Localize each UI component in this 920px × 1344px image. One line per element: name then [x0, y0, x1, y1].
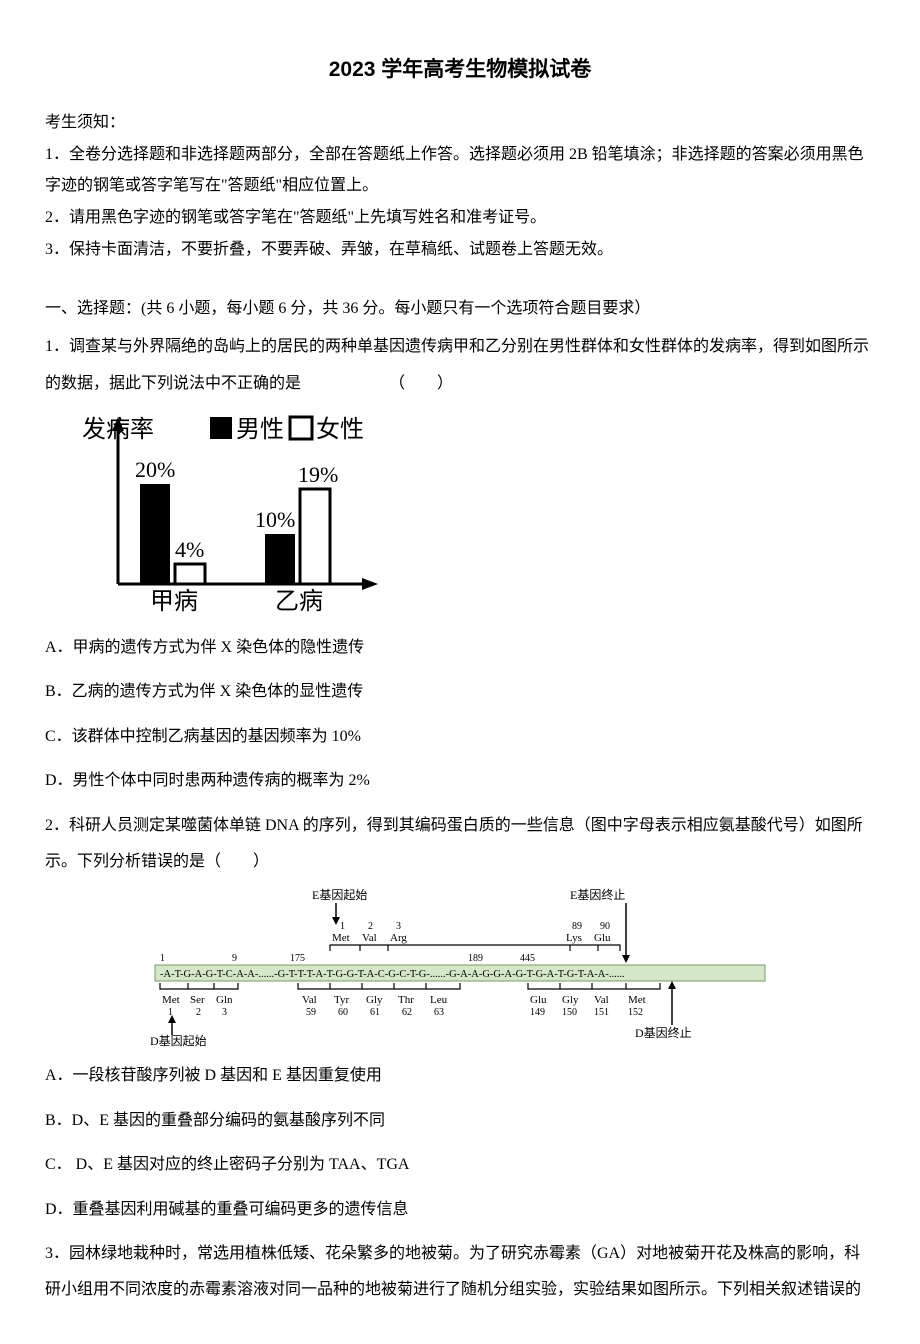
q2-d-start: D基因起始 [150, 1034, 207, 1047]
q2-seqnum: 445 [520, 953, 535, 964]
q2-e-aa: Glu [594, 932, 611, 944]
chart1-cat-label: 乙病 [275, 588, 323, 615]
chart1-legend-male: 男性 [236, 416, 284, 443]
q1-option-b: B．乙病的遗传方式为伴 X 染色体的显性遗传 [45, 677, 875, 707]
q2-d-aa: Gln [216, 994, 233, 1006]
chart1-ylabel: 发病率 [82, 416, 154, 443]
q2-e-end: E基因终止 [570, 887, 625, 902]
q2-d-num: 61 [370, 1007, 380, 1018]
chart1-legend-female: 女性 [316, 416, 364, 443]
q2-sequence: -A-T-G-A-G-T-C-A-A-......-G-T-T-T-A-T-G-… [160, 969, 625, 980]
q2-d-aa: Gly [366, 994, 383, 1006]
chart1-bar-label: 4% [175, 537, 204, 562]
q2-e-num: 90 [600, 921, 610, 932]
chart1-bar-label: 20% [135, 457, 175, 482]
q2-e-num: 1 [340, 921, 345, 932]
question-3: 3．园林绿地栽种时，常选用植株低矮、花朵繁多的地被菊。为了研究赤霉素（GA）对地… [45, 1239, 875, 1306]
q1-chart: 发病率 男性 女性 20% 4% 10% 19% 甲病 乙病 [80, 409, 400, 619]
chart1-bar-label: 19% [298, 462, 338, 487]
q3-text-line2: 研小组用不同浓度的赤霉素溶液对同一品种的地被菊进行了随机分组实验，实验结果如图所… [45, 1275, 875, 1305]
q2-e-num: 2 [368, 921, 373, 932]
q2-d-num: 62 [402, 1007, 412, 1018]
q1-chart-svg: 发病率 男性 女性 20% 4% 10% 19% 甲病 乙病 [80, 409, 400, 619]
section-header: 一、选择题：(共 6 小题，每小题 6 分，共 36 分。每小题只有一个选项符合… [45, 294, 875, 324]
q3-text-line1: 3．园林绿地栽种时，常选用植株低矮、花朵繁多的地被菊。为了研究赤霉素（GA）对地… [45, 1239, 875, 1269]
q2-d-aa: Met [162, 994, 180, 1006]
q1-option-c: C．该群体中控制乙病基因的基因频率为 10% [45, 722, 875, 752]
q2-chart: -A-T-G-A-G-T-C-A-A-......-G-T-T-T-A-T-G-… [150, 887, 770, 1047]
q2-d-end: D基因终止 [635, 1025, 692, 1040]
q2-d-num: 2 [196, 1007, 201, 1018]
q2-d-aa: Val [302, 994, 317, 1006]
q1-text-line2: 的数据，据此下列说法中不正确的是 （ ） [45, 369, 875, 399]
q2-d-num: 63 [434, 1007, 444, 1018]
q2-text-line2: 示。下列分析错误的是（ ） [45, 847, 875, 877]
q2-d-aa: Thr [398, 994, 414, 1006]
q2-option-c: C． D、E 基因对应的终止密码子分别为 TAA、TGA [45, 1150, 875, 1180]
q2-d-aa: Val [594, 994, 609, 1006]
q2-text-line1: 2．科研人员测定某噬菌体单链 DNA 的序列，得到其编码蛋白质的一些信息（图中字… [45, 811, 875, 841]
q2-e-aa: Val [362, 932, 377, 944]
q2-seqnum: 189 [468, 953, 483, 964]
q2-seqnum: 175 [290, 953, 305, 964]
q2-d-num: 59 [306, 1007, 316, 1018]
q2-e-num: 3 [396, 921, 401, 932]
exam-title: 2023 学年高考生物模拟试卷 [45, 50, 875, 90]
question-2: 2．科研人员测定某噬菌体单链 DNA 的序列，得到其编码蛋白质的一些信息（图中字… [45, 811, 875, 1225]
q2-d-num: 150 [562, 1007, 577, 1018]
q2-d-aa: Gly [562, 994, 579, 1006]
q2-d-aa: Met [628, 994, 646, 1006]
q2-option-a: A．一段核苷酸序列被 D 基因和 E 基因重复使用 [45, 1061, 875, 1091]
q1-text-line1: 1．调查某与外界隔绝的岛屿上的居民的两种单基因遗传病甲和乙分别在男性群体和女性群… [45, 332, 875, 362]
q2-seqnum: 1 [160, 953, 165, 964]
q2-e-aa: Lys [566, 932, 582, 944]
q2-d-num: 152 [628, 1007, 643, 1018]
q2-d-num: 3 [222, 1007, 227, 1018]
q2-e-num: 89 [572, 921, 582, 932]
q2-e-aa: Arg [390, 932, 407, 944]
q1-option-d: D．男性个体中同时患两种遗传病的概率为 2% [45, 766, 875, 796]
q2-d-aa: Tyr [334, 994, 349, 1006]
instruction-item: 3．保持卡面清洁，不要折叠，不要弄破、弄皱，在草稿纸、试题卷上答题无效。 [45, 235, 875, 265]
q2-d-num: 149 [530, 1007, 545, 1018]
instruction-item: 1．全卷分选择题和非选择题两部分，全部在答题纸上作答。选择题必须用 2B 铅笔填… [45, 140, 875, 201]
q2-d-num: 151 [594, 1007, 609, 1018]
q2-e-aa: Met [332, 932, 350, 944]
q2-d-aa: Glu [530, 994, 547, 1006]
q2-d-num: 60 [338, 1007, 348, 1018]
chart1-cat-label: 甲病 [150, 588, 198, 615]
instruction-header: 考生须知： [45, 108, 875, 138]
q2-seqnum: 9 [232, 953, 237, 964]
instruction-item: 2．请用黑色字迹的钢笔或答字笔在"答题纸"上先填写姓名和准考证号。 [45, 203, 875, 233]
q2-chart-svg: -A-T-G-A-G-T-C-A-A-......-G-T-T-T-A-T-G-… [150, 887, 770, 1047]
q2-e-start: E基因起始 [312, 888, 367, 902]
q2-option-d: D．重叠基因利用碱基的重叠可编码更多的遗传信息 [45, 1195, 875, 1225]
q2-option-b: B．D、E 基因的重叠部分编码的氨基酸序列不同 [45, 1106, 875, 1136]
q2-d-aa: Leu [430, 994, 448, 1006]
chart1-bar-label: 10% [255, 507, 295, 532]
question-1: 1．调查某与外界隔绝的岛屿上的居民的两种单基因遗传病甲和乙分别在男性群体和女性群… [45, 332, 875, 796]
q2-d-aa: Ser [190, 994, 205, 1006]
q1-option-a: A．甲病的遗传方式为伴 X 染色体的隐性遗传 [45, 633, 875, 663]
